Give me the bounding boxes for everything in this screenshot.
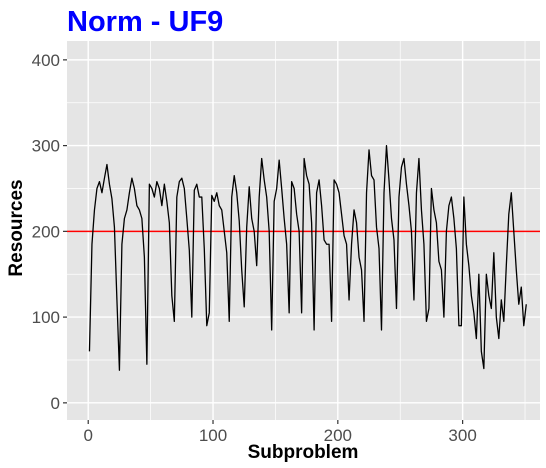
series-layer	[88, 144, 527, 371]
x-tick-label: 200	[324, 426, 352, 445]
y-tick-label: 100	[32, 308, 60, 327]
x-tick-label: 100	[199, 426, 227, 445]
x-tick-label: 0	[83, 426, 92, 445]
grid-minor	[67, 41, 540, 420]
x-axis: 0 100 200 300	[83, 420, 477, 445]
y-tick-label: 200	[32, 222, 60, 241]
chart-title: Norm - UF9	[67, 6, 223, 38]
y-tick-label: 0	[51, 394, 60, 413]
x-tick-label: 300	[448, 426, 476, 445]
y-tick-label: 400	[32, 51, 60, 70]
series-line	[88, 144, 527, 371]
y-tick-label: 300	[32, 137, 60, 156]
y-axis-title: Resources	[6, 179, 27, 276]
x-axis-title: Subproblem	[248, 442, 359, 463]
y-axis: 0 100 200 300 400	[32, 51, 67, 413]
